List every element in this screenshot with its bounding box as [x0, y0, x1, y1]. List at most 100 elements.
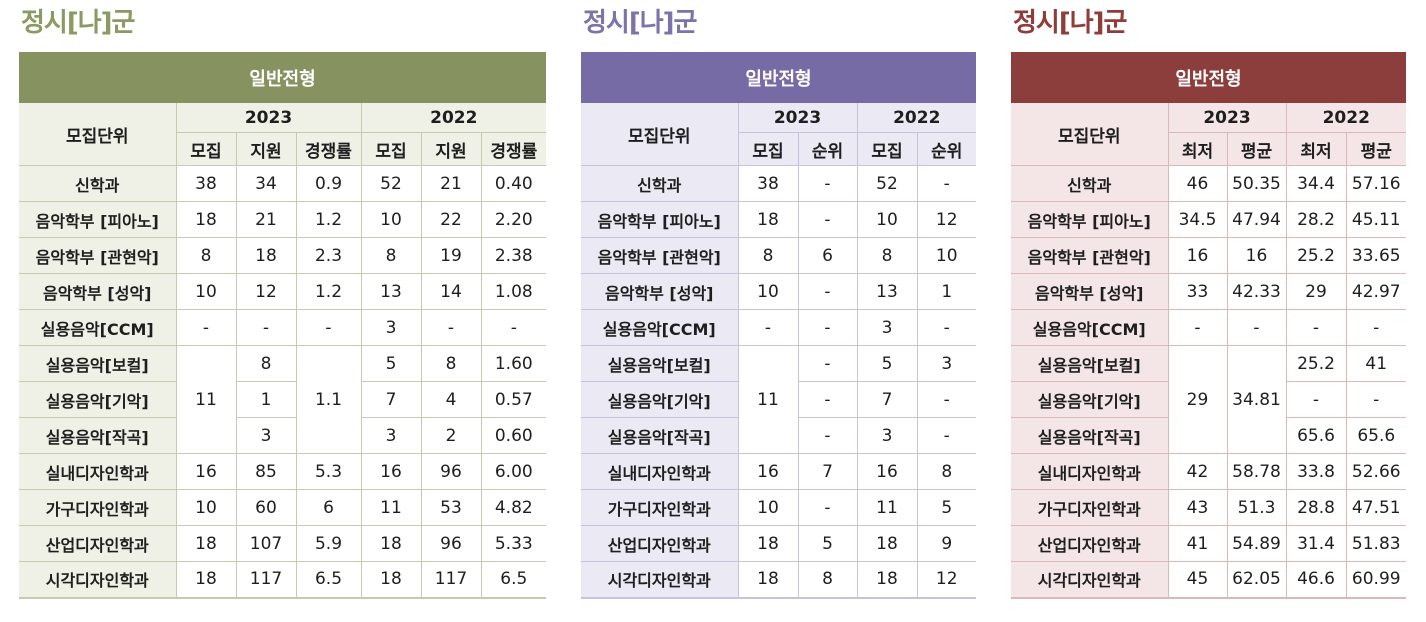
table-row: 실내디자인학과 42 58.78 33.8 52.66	[1011, 453, 1406, 490]
table-row: 실용음악[보컬] 29 34.81 25.2 41	[1011, 345, 1406, 454]
table-cell: 11	[360, 489, 422, 526]
column-header: 경쟁률	[295, 132, 362, 166]
table-cell: 2	[420, 417, 482, 454]
unit-name: 음악학부 [성악]	[581, 273, 739, 310]
unit-name: 신학과	[1011, 165, 1169, 202]
table-cell: 16	[1167, 237, 1228, 274]
table-cell: 7	[797, 453, 858, 490]
column-header: 모집	[856, 132, 918, 166]
table-cell: 16	[856, 453, 918, 490]
table-cell: 3	[916, 345, 976, 382]
unit-name: 실용음악[보컬]	[19, 345, 177, 382]
table-cell: 1.1	[295, 345, 362, 454]
table-cell: 60.99	[1345, 561, 1406, 599]
table-cell: 6.5	[480, 561, 547, 599]
table-row: 산업디자인학과 41 54.89 31.4 51.83	[1011, 525, 1406, 562]
table-cell: -	[797, 273, 858, 310]
table-cell: 8	[360, 237, 422, 274]
table-cell: -	[1167, 309, 1228, 346]
table-row: 실용음악[CCM] - - -3- -	[19, 309, 547, 346]
unit-name: 가구디자인학과	[1011, 489, 1169, 526]
table-cell: 18	[175, 561, 237, 599]
unit-name: 가구디자인학과	[581, 489, 739, 526]
table-cell: 52	[856, 165, 918, 202]
column-header: 최저	[1285, 132, 1347, 166]
table-cell: 16	[1226, 237, 1287, 274]
table-cell: 0.40	[480, 165, 547, 202]
unit-name: 실용음악[기악]	[19, 381, 177, 418]
unit-name: 음악학부 [관현악]	[1011, 237, 1169, 274]
table-row: 실내디자인학과 16 7 16 8	[581, 453, 976, 490]
table-row: 음악학부 [성악] 10-13 1	[581, 273, 976, 310]
table-cell: -	[797, 381, 858, 418]
table-header: 일반전형	[1011, 52, 1406, 103]
table-cell: 96	[420, 525, 482, 562]
table-row: 실용음악[작곡] 3 3 2 0.60	[19, 417, 547, 454]
table-cell: 16	[360, 453, 422, 490]
unit-name: 산업디자인학과	[581, 525, 739, 562]
table-cell: 42	[1167, 453, 1228, 490]
table-row: 가구디자인학과 10-11 5	[581, 489, 976, 526]
table-cell: -	[797, 345, 858, 382]
table-cell: 28.8	[1285, 489, 1347, 526]
unit-name: 시각디자인학과	[581, 561, 739, 599]
table-cell: -	[916, 381, 976, 418]
table-row: 산업디자인학과 18 5 18 9	[581, 525, 976, 562]
year-header: 2023	[1167, 102, 1287, 133]
table-cell: 10	[916, 237, 976, 274]
table-cell: 5	[916, 489, 976, 526]
column-header: 최저	[1168, 132, 1228, 166]
table-cell: 2.3	[295, 237, 362, 274]
table-row: 실용음악[작곡] 65.6 65.6	[1011, 417, 1406, 454]
unit-name: 실내디자인학과	[581, 453, 739, 490]
table-row: 실용음악[기악] -7-	[581, 381, 976, 418]
table-cell: 5	[797, 525, 858, 562]
competition-table: 일반전형 모집단위 2023 2022 모집 지원 경쟁률 모집 지원 경쟁률 …	[19, 52, 547, 599]
table-cell: 51.83	[1345, 525, 1406, 562]
table-cell: -	[480, 309, 547, 346]
table-row: 음악학부 [관현악] 16 16 25.2 33.65	[1011, 237, 1406, 274]
column-header: 평균	[1345, 132, 1406, 166]
table-row: 가구디자인학과 10 60 6 11 53 4.82	[19, 489, 547, 526]
column-header: 모집	[738, 132, 799, 166]
table-cell: -	[1345, 381, 1406, 418]
table-cell: 12	[916, 201, 976, 238]
table-cell: 29	[1167, 345, 1228, 454]
unit-name: 산업디자인학과	[19, 525, 177, 562]
table-cell: 10	[737, 489, 799, 526]
table-cell: -	[797, 165, 858, 202]
unit-name: 시각디자인학과	[19, 561, 177, 599]
table-cell: 18	[175, 525, 237, 562]
table-cell: 19	[420, 237, 482, 274]
column-header-unit: 모집단위	[19, 102, 177, 166]
table-cell: 5.3	[295, 453, 362, 490]
table-cell: 62.05	[1226, 561, 1287, 599]
table-cell: 34	[235, 165, 297, 202]
panel-title: 정시[나]군	[21, 8, 135, 38]
unit-name: 실용음악[CCM]	[1011, 309, 1169, 346]
table-cell: 10	[856, 201, 918, 238]
table-cell: 8	[737, 237, 799, 274]
unit-name: 음악학부 [관현악]	[581, 237, 739, 274]
table-cell: 22	[420, 201, 482, 238]
table-cell: 11	[737, 345, 799, 454]
unit-name: 실용음악[CCM]	[19, 309, 177, 346]
table-cell: 7	[856, 381, 918, 418]
table-row: 음악학부 [관현악] 8 18 2.3 8 19 2.38	[19, 237, 547, 274]
table-cell: 41	[1167, 525, 1228, 562]
column-header: 모집	[176, 132, 237, 166]
table-cell: 53	[420, 489, 482, 526]
table-cell: 8	[175, 237, 237, 274]
year-header: 2022	[1285, 102, 1406, 133]
table-row: 시각디자인학과 45 62.05 46.6 60.99	[1011, 561, 1406, 599]
table-row: 음악학부 [관현악] 8 6 8 10	[581, 237, 976, 274]
table-cell: 6.00	[480, 453, 547, 490]
table-cell: 18	[856, 561, 918, 599]
column-header: 평균	[1226, 132, 1287, 166]
table-cell: 1.08	[480, 273, 547, 310]
table-cell: 21	[235, 201, 297, 238]
table-row: 실내디자인학과 16 85 5.3 16 96 6.00	[19, 453, 547, 490]
unit-name: 실용음악[기악]	[581, 381, 739, 418]
table-cell: 18	[235, 237, 297, 274]
table-cell: 4.82	[480, 489, 547, 526]
